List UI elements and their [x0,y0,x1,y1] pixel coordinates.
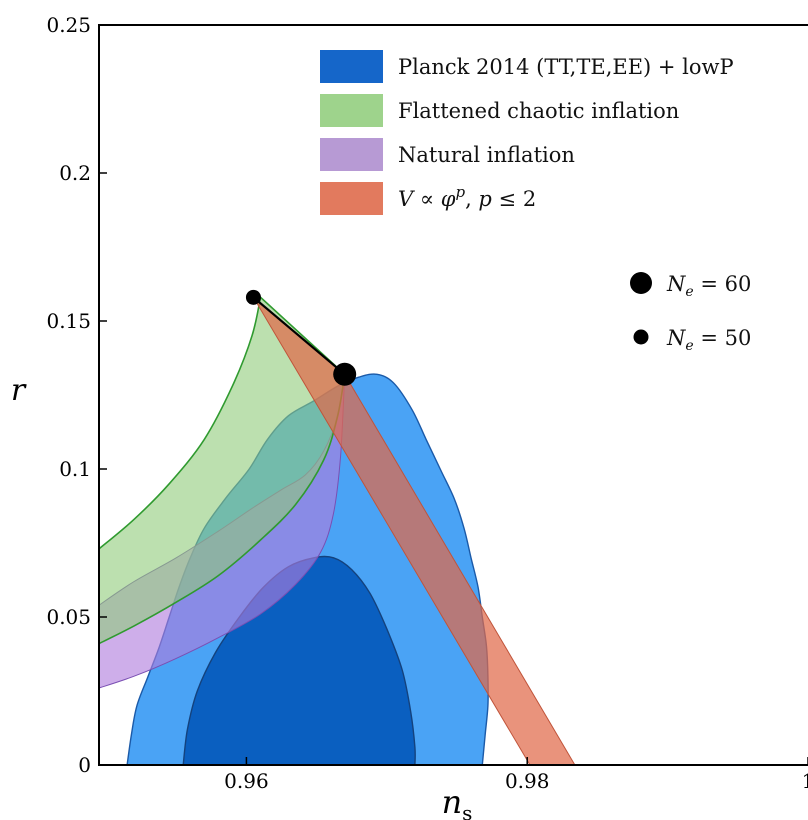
ne-connector-line [252,296,346,376]
y-tick-label: 0.15 [46,309,91,333]
legend-marker-symbol: N [666,326,686,350]
ne-50-point [245,289,261,305]
plot-frame [98,24,808,766]
legend-swatch [320,50,383,83]
legend-label: Flattened chaotic inflation [398,99,679,123]
x-tick-label: 0.96 [224,769,269,793]
y-axis-label: r [11,373,27,408]
legend-marker-label: Ne = 60 [666,272,751,300]
legend-label-part: ∝ [413,187,441,211]
legend-label: Planck 2014 (TT,TE,EE) + lowP [398,55,734,79]
legend-swatch [320,138,383,171]
x-tick-label: 1 [802,769,808,793]
legend-marker-label: Ne = 50 [666,326,751,354]
y-tick-label: 0.05 [46,605,91,629]
ne-60-point [333,362,357,386]
y-tick-label: 0 [78,753,91,777]
planck-68-contour [182,555,416,765]
legend-label-part: ≤ 2 [492,187,536,211]
legend-marker [630,272,652,294]
legend-swatch [320,182,383,215]
legend-label-part: V [398,187,415,211]
legend-marker-subscript: e [685,284,693,300]
x-axis-label-subscript: s [462,801,472,820]
legend-label-part: φ [441,187,456,211]
legend-label-superscript: p [455,183,465,201]
x-tick-label: 0.98 [505,769,550,793]
legend-label-part: , [465,187,478,211]
x-axis-label: ns [442,783,473,820]
legend-label-part: p [478,187,491,211]
legend-swatch [320,94,383,127]
y-tick-label: 0.1 [59,457,91,481]
legend-marker-value: = 50 [694,326,752,350]
y-tick-label: 0.2 [59,161,91,185]
y-tick-label: 0.25 [46,13,91,37]
legend-marker-value: = 60 [694,272,752,296]
marker-layer [245,289,357,386]
legend-label: V ∝ φp, p ≤ 2 [398,183,536,211]
axes: 0 0.05 0.1 0.15 0.2 0.25 0.96 0.98 1 ns r [11,13,808,820]
legend-marker [633,329,649,345]
plot-area [99,295,576,765]
legend-marker-symbol: N [666,272,686,296]
legend: Planck 2014 (TT,TE,EE) + lowP Flattened c… [320,50,751,354]
legend-marker-subscript: e [685,338,693,354]
legend-label: Natural inflation [398,143,575,167]
